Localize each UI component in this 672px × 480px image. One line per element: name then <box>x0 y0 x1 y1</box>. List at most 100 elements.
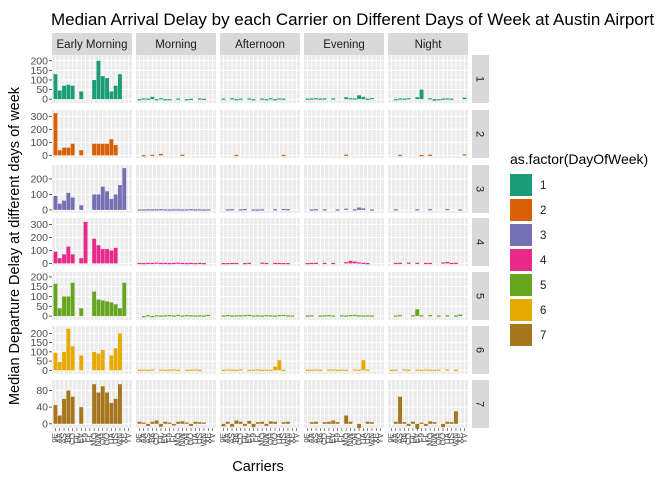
bar <box>406 369 411 371</box>
bar <box>197 98 202 100</box>
bar <box>393 99 398 101</box>
bar <box>393 369 398 371</box>
bar <box>415 262 420 264</box>
bar <box>247 314 252 317</box>
y-tick-label: 0 <box>42 311 48 323</box>
x-tick-label: B6 <box>64 432 73 442</box>
bar <box>109 139 114 156</box>
bar <box>305 263 310 265</box>
bar <box>234 154 239 157</box>
bar <box>309 369 314 371</box>
x-tick-label: OH <box>98 433 107 445</box>
bar <box>445 208 450 211</box>
bar <box>398 262 402 264</box>
x-tick-label: DL <box>324 432 333 443</box>
y-tick-label: 50 <box>36 84 48 96</box>
x-tick-label: CO <box>236 433 245 445</box>
bar <box>118 333 122 371</box>
bar <box>331 262 336 265</box>
bar <box>238 421 243 424</box>
bar <box>197 262 202 265</box>
bar <box>92 351 97 371</box>
bar <box>428 262 433 265</box>
bar <box>113 348 118 371</box>
bar <box>62 85 66 100</box>
bar <box>79 205 84 210</box>
bar <box>251 99 256 101</box>
facet-panel <box>304 55 384 103</box>
bar <box>53 405 58 424</box>
legend-swatch <box>510 249 532 271</box>
column-strip-label: Morning <box>155 39 197 51</box>
bar <box>79 407 84 424</box>
x-tick-label: EV <box>245 432 254 443</box>
bar <box>57 362 62 371</box>
x-tick-label: B6 <box>148 432 157 442</box>
bar <box>277 315 282 317</box>
bar <box>150 369 155 371</box>
bar <box>432 99 437 101</box>
bar <box>176 314 181 317</box>
bar <box>184 99 189 101</box>
facet-panel <box>220 165 300 213</box>
x-tick-label: F9 <box>417 432 426 442</box>
x-tick-label: XE <box>204 433 213 444</box>
bar <box>100 143 105 156</box>
bar <box>113 145 118 156</box>
x-tick-label: MQ <box>90 433 99 446</box>
bar <box>221 423 226 427</box>
bar <box>281 154 286 157</box>
bar <box>314 209 318 211</box>
column-strip-label: Night <box>415 39 443 51</box>
bar <box>365 421 370 424</box>
bar <box>309 262 314 265</box>
bar <box>445 369 450 371</box>
bar <box>221 315 226 317</box>
bar <box>268 98 273 100</box>
y-tick-label: 150 <box>30 65 48 77</box>
bar <box>180 315 185 317</box>
bar <box>206 314 211 317</box>
bar <box>449 422 454 424</box>
bar <box>154 209 159 211</box>
bar <box>428 154 433 156</box>
legend-title: as.factor(DayOfWeek) <box>510 151 648 167</box>
bar <box>225 369 230 371</box>
bar <box>331 98 336 100</box>
bar <box>268 315 273 317</box>
bar <box>277 98 282 100</box>
bar <box>79 258 84 264</box>
bar <box>100 350 105 371</box>
x-tick-label: 9E <box>219 433 228 443</box>
bar <box>305 315 310 317</box>
y-tick-label: 0 <box>42 258 48 270</box>
bar <box>189 262 193 265</box>
bar <box>141 155 146 157</box>
bar <box>202 422 206 424</box>
bar <box>176 262 181 264</box>
bar <box>428 315 433 317</box>
bar <box>167 99 172 101</box>
row-strip <box>472 272 489 320</box>
bar <box>189 315 193 317</box>
bar <box>423 423 428 426</box>
row-strip <box>472 218 489 266</box>
row-strip <box>472 55 489 103</box>
bar <box>264 315 269 317</box>
legend-items: 1 2 3 4 5 6 7 <box>510 174 547 346</box>
bar <box>393 421 398 424</box>
bar <box>96 245 101 264</box>
facet-panel <box>304 165 384 213</box>
x-tick-label: 9E <box>51 433 60 443</box>
bar <box>454 369 458 371</box>
row-strip-label: 3 <box>474 186 486 192</box>
x-tick-label: B6 <box>232 432 241 442</box>
x-tick-label: 9E <box>303 433 312 443</box>
x-tick-label: DL <box>72 432 81 443</box>
bar <box>146 315 150 317</box>
y-tick-label: 150 <box>30 337 48 349</box>
bar <box>154 315 159 317</box>
x-tick-label: US <box>447 433 456 444</box>
bar <box>309 98 314 100</box>
bar <box>57 150 62 156</box>
